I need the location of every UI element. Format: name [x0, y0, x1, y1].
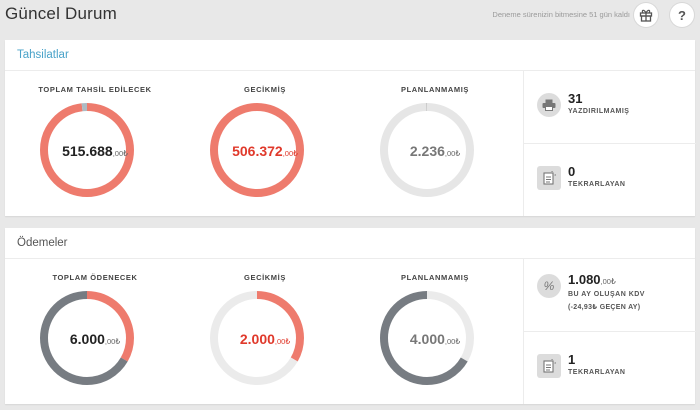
donut-segment	[380, 103, 474, 197]
amount-decimal: ,00₺	[444, 149, 461, 158]
vat-amount: 1.080,00₺	[568, 272, 616, 287]
donut-toplam-tahsil[interactable]: TOPLAM TAHSİL EDİLECEK 515.688,00₺	[15, 71, 175, 216]
recurring-count-card[interactable]: 0 TEKRARLAYAN	[524, 144, 696, 216]
donut-segment	[380, 291, 474, 385]
odemeler-side: % 1.080,00₺ BU AY OLUŞAN KDV (-24,93₺ GE…	[523, 259, 696, 404]
donut-planlanmamis[interactable]: PLANLANMAMIŞ 2.236,00₺	[355, 71, 515, 216]
vat-card[interactable]: % 1.080,00₺ BU AY OLUŞAN KDV (-24,93₺ GE…	[524, 259, 696, 332]
recurring-document-icon	[537, 166, 561, 190]
printer-icon	[537, 93, 561, 117]
amount-decimal: ,00₺	[112, 149, 128, 158]
donut-gecikmis[interactable]: GECİKMİŞ 506.372,00₺	[185, 71, 345, 216]
vat-integer: 1.080	[568, 272, 601, 287]
unprinted-label: YAZDIRILMAMIŞ	[568, 108, 630, 115]
donut-amount: 4.000,00₺	[355, 331, 515, 347]
gift-button[interactable]	[634, 3, 658, 27]
amount-integer: 506.372	[232, 143, 283, 159]
vat-label: BU AY OLUŞAN KDV	[568, 291, 645, 298]
header-bar: Güncel Durum Deneme sürenizin bitmesine …	[0, 0, 700, 38]
donut-gecikmis-odeme[interactable]: GECİKMİŞ 2.000,00₺	[185, 259, 345, 404]
gift-icon	[639, 9, 653, 22]
donut-label: TOPLAM ÖDENECEK	[52, 273, 138, 282]
donut-amount: 2.236,00₺	[355, 143, 515, 159]
donut-toplam-odenecek[interactable]: TOPLAM ÖDENECEK 6.000,00₺	[15, 259, 175, 404]
donut-label: GECİKMİŞ	[244, 273, 286, 282]
recurring-count: 0	[568, 164, 576, 179]
tahsilatlar-panel: Tahsilatlar TOPLAM TAHSİL EDİLECEK 515.6…	[5, 40, 696, 216]
trial-remaining-text: Deneme sürenizin bitmesine 51 gün kaldı	[492, 10, 630, 19]
donut-amount: 506.372,00₺	[185, 143, 345, 159]
odemeler-donuts: TOPLAM ÖDENECEK 6.000,00₺ GECİKMİŞ 2.000…	[5, 259, 523, 404]
donut-chart	[40, 291, 134, 385]
unprinted-count: 31	[568, 91, 583, 106]
amount-decimal: ,00₺	[444, 337, 461, 346]
donut-amount: 515.688,00₺	[15, 143, 175, 159]
page-title: Güncel Durum	[5, 4, 117, 23]
donut-segment	[40, 291, 134, 385]
amount-decimal: ,00₺	[282, 149, 298, 158]
amount-integer: 4.000	[409, 331, 445, 347]
recurring-label: TEKRARLAYAN	[568, 181, 626, 188]
donut-chart	[210, 103, 304, 197]
donut-amount: 2.000,00₺	[185, 331, 345, 347]
amount-integer: 515.688	[62, 143, 113, 159]
amount-decimal: ,00₺	[274, 337, 291, 346]
donut-chart	[210, 291, 304, 385]
donut-segment	[210, 291, 304, 385]
vat-last-month: (-24,93₺ GEÇEN AY)	[568, 304, 641, 311]
help-button[interactable]: ?	[670, 3, 694, 27]
donut-planlanmamis-odeme[interactable]: PLANLANMAMIŞ 4.000,00₺	[355, 259, 515, 404]
recurring-document-icon	[537, 354, 561, 378]
recurring-payment-count: 1	[568, 352, 576, 367]
recurring-payment-card[interactable]: 1 TEKRARLAYAN	[524, 332, 696, 404]
odemeler-panel: Ödemeler TOPLAM ÖDENECEK 6.000,00₺ GECİK…	[5, 228, 696, 404]
odemeler-title[interactable]: Ödemeler	[5, 228, 695, 259]
donut-label: TOPLAM TAHSİL EDİLECEK	[38, 85, 152, 94]
amount-integer: 2.000	[239, 331, 275, 347]
help-icon: ?	[678, 7, 686, 23]
amount-decimal: ,00₺	[104, 337, 121, 346]
donut-chart	[40, 103, 134, 197]
vat-decimal: ,00₺	[600, 277, 616, 286]
tahsilatlar-donuts: TOPLAM TAHSİL EDİLECEK 515.688,00₺ GECİK…	[5, 71, 523, 216]
donut-chart	[380, 103, 474, 197]
percent-icon: %	[537, 274, 561, 298]
donut-amount: 6.000,00₺	[15, 331, 175, 347]
recurring-payment-label: TEKRARLAYAN	[568, 369, 626, 376]
tahsilatlar-side: 31 YAZDIRILMAMIŞ 0 TEKRARLAYAN	[523, 71, 696, 216]
tahsilatlar-title[interactable]: Tahsilatlar	[5, 40, 695, 71]
unprinted-count-card[interactable]: 31 YAZDIRILMAMIŞ	[524, 71, 696, 144]
donut-label: PLANLANMAMIŞ	[400, 273, 470, 282]
donut-label: PLANLANMAMIŞ	[400, 85, 470, 94]
donut-label: GECİKMİŞ	[244, 85, 286, 94]
amount-integer: 2.236	[409, 143, 445, 159]
donut-segment	[210, 103, 304, 197]
donut-chart	[380, 291, 474, 385]
donut-segment	[40, 103, 134, 197]
amount-integer: 6.000	[69, 331, 105, 347]
